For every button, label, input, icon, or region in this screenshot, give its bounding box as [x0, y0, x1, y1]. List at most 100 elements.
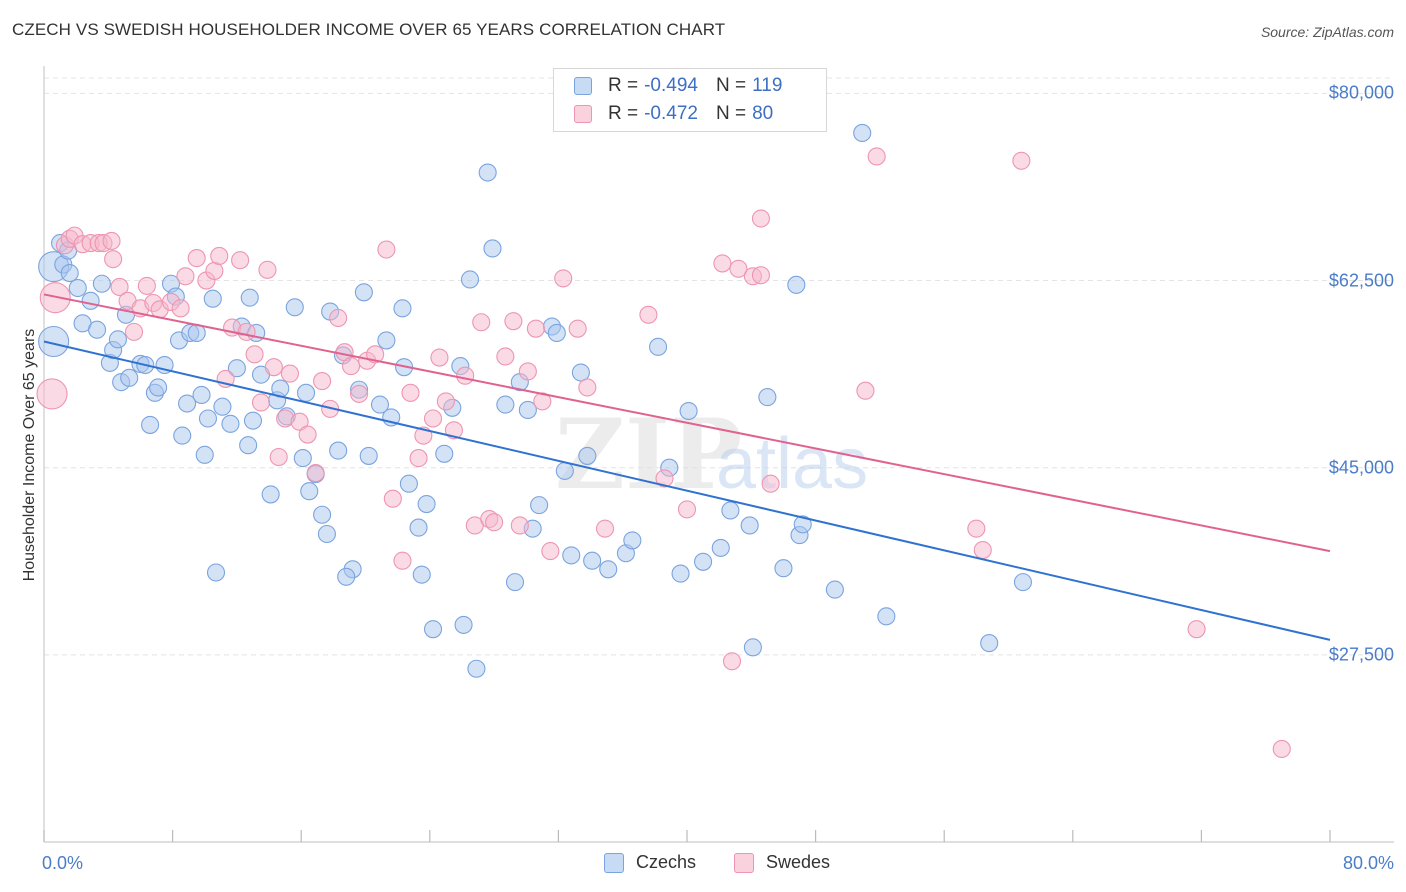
swede-point [306, 463, 325, 483]
swede-point [722, 652, 742, 671]
czech-point [149, 378, 168, 397]
swede-point [472, 313, 491, 332]
n-value: 80 [752, 103, 774, 124]
swede-point [366, 345, 385, 364]
swede-point [187, 249, 206, 268]
r-value: -0.494 [644, 75, 698, 96]
n-value: 119 [752, 75, 783, 96]
swede-point [110, 277, 129, 297]
swede-point [137, 276, 156, 295]
swede-point [436, 392, 455, 411]
swede-point [430, 348, 449, 367]
czech-point [221, 414, 240, 433]
swede-point [350, 384, 369, 403]
legend-item-swedes[interactable]: Swedes [734, 852, 830, 873]
y-tick-label: $62,500 [1328, 270, 1394, 291]
czech-point [317, 524, 336, 544]
czech-point [825, 580, 844, 599]
czech-point [787, 275, 806, 294]
swede-point [485, 513, 504, 532]
czech-point [141, 415, 160, 434]
watermark-atlas: atlas [716, 424, 868, 504]
source-credit: Source: ZipAtlas.com [1260, 24, 1394, 40]
czech-point [571, 363, 590, 382]
czech-point [562, 546, 581, 565]
czech-point [285, 298, 304, 317]
gridlines [44, 77, 1394, 656]
watermark: ZIP atlas [555, 398, 868, 511]
n-label: N = [715, 75, 747, 96]
swede-point [171, 299, 190, 318]
r-label: R = [608, 75, 639, 96]
czech-point [555, 461, 574, 480]
czech-point [496, 395, 515, 414]
swede-point [104, 250, 123, 269]
swede-point [280, 364, 299, 383]
y-tick-label: $27,500 [1328, 644, 1394, 665]
trend-lines [43, 293, 1331, 641]
swede-point [269, 447, 288, 467]
czech-point [192, 385, 211, 405]
czech-swatch [574, 77, 592, 95]
n-label: N = [715, 103, 747, 124]
swede-point [456, 366, 475, 385]
swede-point [313, 372, 332, 391]
czech-point [173, 426, 192, 445]
czech-point [505, 573, 525, 592]
czech-point [740, 516, 759, 535]
swede-point [554, 269, 573, 288]
czech-point [377, 331, 396, 350]
czech-point [412, 565, 431, 584]
swede-point [677, 500, 697, 519]
swede-trend-line [43, 293, 1331, 553]
swede-point [258, 260, 277, 279]
czech-point [203, 289, 222, 308]
czech-point [120, 368, 139, 387]
czech-point [435, 444, 454, 463]
swede-point [423, 409, 443, 428]
czech-point [679, 401, 698, 421]
czech-point [743, 638, 762, 657]
swede-point [393, 551, 412, 570]
legend-row-czechs: R = -0.494 N = 119 [574, 72, 782, 100]
swede-point [751, 266, 770, 285]
czech-point [467, 659, 486, 678]
swede-point [510, 516, 529, 535]
czech-point [198, 409, 218, 428]
swede-point [973, 540, 992, 560]
swede-point [237, 322, 256, 341]
swede-point [383, 489, 402, 508]
swede-point [526, 319, 545, 338]
swede-point [729, 259, 748, 278]
czech-point [711, 538, 730, 557]
swede-point [639, 305, 658, 324]
czech-point [213, 397, 232, 416]
czech-point [92, 274, 111, 293]
czech-point [370, 395, 390, 414]
czech-point [354, 283, 373, 302]
czech-point [530, 496, 549, 515]
czech-point [417, 495, 436, 514]
czech-point [206, 563, 226, 582]
stats-legend: R = -0.494 N = 119 R = -0.472 N = 80 [553, 68, 827, 132]
czech-point [460, 270, 480, 289]
r-value: -0.472 [644, 103, 698, 124]
swede-point [1187, 620, 1206, 639]
legend-item-czechs[interactable]: Czechs [604, 852, 696, 873]
chart-title: CZECH VS SWEDISH HOUSEHOLDER INCOME OVER… [12, 20, 726, 39]
czech-point [359, 446, 378, 465]
swede-point [329, 308, 348, 328]
swede-point [967, 519, 986, 538]
swede-point [444, 421, 463, 440]
czech-point [293, 449, 312, 468]
czech-point [329, 441, 348, 460]
czech-point [296, 383, 316, 402]
czech-point [793, 515, 812, 534]
czech-point [399, 474, 418, 493]
czech-point [547, 323, 566, 342]
swede-point [867, 147, 886, 166]
czech-point [583, 551, 602, 570]
czech-point [87, 320, 107, 339]
czech-point [337, 567, 356, 586]
